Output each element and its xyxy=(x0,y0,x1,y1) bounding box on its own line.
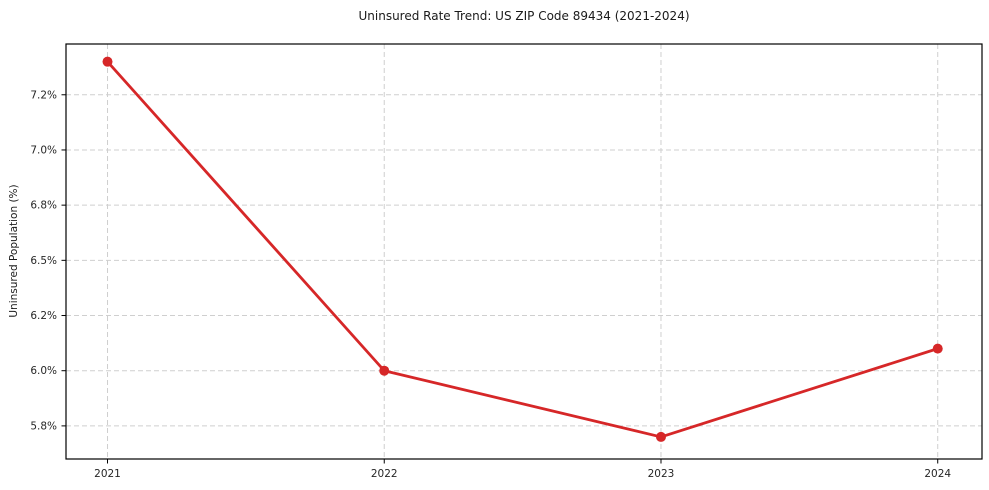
trend-line xyxy=(106,60,940,439)
data-point-marker xyxy=(932,343,943,354)
y-tick-label: 5.8% xyxy=(30,420,57,432)
chart-title: Uninsured Rate Trend: US ZIP Code 89434 … xyxy=(358,9,690,23)
y-tick-label: 6.8% xyxy=(30,200,57,212)
plot-area xyxy=(66,44,982,459)
data-point-marker xyxy=(379,365,390,376)
x-tick-label: 2022 xyxy=(371,468,398,480)
plot-border xyxy=(65,43,983,460)
y-tick-label: 6.5% xyxy=(30,255,57,267)
x-tick-label: 2023 xyxy=(648,468,675,480)
x-tick-label: 2021 xyxy=(94,468,121,480)
data-point-marker xyxy=(655,431,666,442)
y-tick-label: 6.2% xyxy=(30,310,57,322)
data-point-marker xyxy=(102,56,113,67)
y-tick-label: 7.2% xyxy=(30,89,57,101)
y-tick-label: 7.0% xyxy=(30,144,57,156)
y-tick-label: 6.0% xyxy=(30,365,57,377)
x-tick-label: 2024 xyxy=(924,468,951,480)
